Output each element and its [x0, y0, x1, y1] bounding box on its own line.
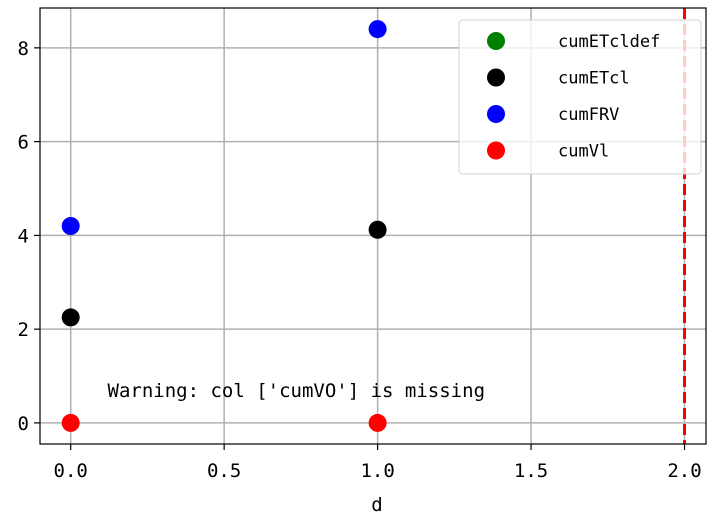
legend-marker-cumFRV: [487, 105, 505, 123]
y-tick-label: 4: [18, 225, 29, 247]
legend-label-cumFRV: cumFRV: [558, 105, 619, 125]
data-point-cumVl: [61, 413, 80, 432]
x-axis-label: d: [371, 494, 382, 514]
legend-marker-cumETcldef: [487, 32, 505, 50]
legend-label-cumETcldef: cumETcldef: [558, 32, 660, 52]
x-tick-label: 0.5: [207, 460, 241, 482]
legend: cumETcldef cumETcl cumFRV cumVl: [458, 19, 702, 175]
x-tick-label: 2.0: [667, 460, 701, 482]
data-point-cumETcl: [368, 220, 387, 239]
legend-label-cumETcl: cumETcl: [558, 69, 630, 89]
data-point-cumETcl: [61, 308, 80, 327]
y-tick-label: 0: [18, 413, 29, 435]
y-tick-label: 8: [18, 38, 29, 60]
legend-marker-cumVl: [487, 141, 505, 160]
x-tick-label: 1.0: [360, 460, 394, 482]
y-tick-label: 6: [18, 132, 29, 154]
x-tick-label: 1.5: [514, 460, 548, 482]
legend-marker-cumETcl: [487, 68, 505, 87]
legend-box: [458, 19, 702, 175]
y-tick-label: 2: [18, 319, 29, 341]
plot-frame: [39, 7, 707, 445]
legend-label-cumVl: cumVl: [558, 142, 609, 162]
x-ticks: 0.0 0.5 1.0 1.5 2.0: [54, 444, 702, 482]
data-point-cumVl: [368, 413, 387, 432]
warning-annotation: Warning: col ['cumVO'] is missing: [108, 380, 486, 402]
x-tick-label: 0.0: [54, 460, 88, 482]
y-ticks: 0 2 4 6 8: [18, 38, 40, 435]
data-points: [61, 20, 387, 432]
data-point-cumFRV: [368, 20, 387, 39]
data-point-cumFRV: [61, 217, 80, 235]
